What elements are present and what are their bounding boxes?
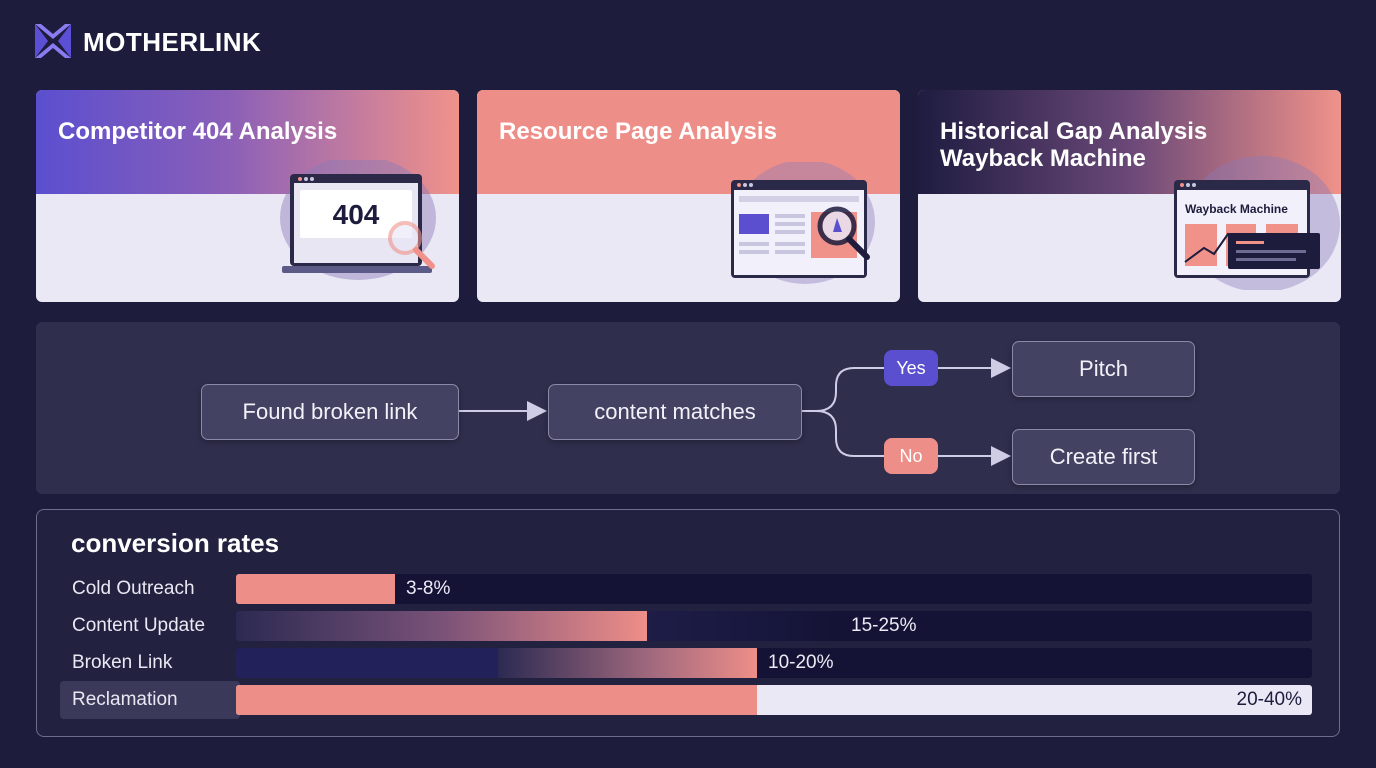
rate-bar-cold-outreach: 3-8% xyxy=(236,574,1312,604)
resource-page-search-icon xyxy=(731,162,875,284)
card-header xyxy=(477,90,900,194)
flow-yes-label: Yes xyxy=(884,350,938,386)
row-label-reclamation: Reclamation xyxy=(72,689,178,710)
flow-connectors xyxy=(458,358,1011,466)
wayback-machine-icon: Wayback Machine xyxy=(1174,156,1340,290)
rate-bar-fill xyxy=(498,648,757,678)
row-highlight xyxy=(60,681,240,719)
card-title: Resource Page Analysis xyxy=(499,118,777,145)
flow-node-create-first: Create first xyxy=(1012,429,1195,485)
row-label-content-update: Content Update xyxy=(72,615,206,636)
rate-value: 20-40% xyxy=(1236,689,1303,710)
rate-value: 10-20% xyxy=(768,652,834,673)
rate-bar-reclamation: 20-40% xyxy=(236,685,1312,715)
rate-bar-base xyxy=(236,648,498,678)
decision-flow-panel: Found broken link content matches Yes No… xyxy=(36,322,1340,494)
rate-bar-fill xyxy=(236,574,395,604)
card-title: Competitor 404 Analysis xyxy=(58,118,338,145)
row-label-broken-link: Broken Link xyxy=(72,652,173,673)
card-title: Historical Gap Analysis Wayback Machine xyxy=(940,118,1208,172)
conversion-title: conversion rates xyxy=(71,528,280,558)
rate-value: 3-8% xyxy=(406,578,451,599)
flow-node-content-matches: content matches xyxy=(548,384,802,440)
rate-bar-fill xyxy=(236,611,647,641)
card-competitor-404[interactable]: Competitor 404 Analysis 404 xyxy=(36,90,459,302)
rate-bar-content-update: 15-25% xyxy=(236,611,1312,641)
flow-no-label: No xyxy=(884,438,938,474)
card-resource-page[interactable]: Resource Page Analysis xyxy=(477,90,900,302)
rate-bar-broken-link: 10-20% xyxy=(236,648,1312,678)
conversion-rates-panel: conversion rates Cold Outreach 3-8% Cont… xyxy=(36,509,1340,737)
rate-bar-fade xyxy=(647,611,837,641)
flow-node-found-broken-link: Found broken link xyxy=(201,384,459,440)
motherlink-logo-icon xyxy=(35,24,71,58)
illustration-wayback-text: Wayback Machine xyxy=(1185,202,1288,216)
card-header xyxy=(918,90,1341,194)
brand-name: MOTHERLINK xyxy=(83,27,262,57)
row-label-cold-outreach: Cold Outreach xyxy=(72,578,195,599)
magnifier-404-icon: 404 xyxy=(280,160,436,280)
rate-bar-fill xyxy=(236,685,757,715)
flow-node-pitch: Pitch xyxy=(1012,341,1195,397)
card-historical-gap[interactable]: Historical Gap Analysis Wayback Machine … xyxy=(918,90,1341,302)
illustration-404-text: 404 xyxy=(333,199,380,230)
rate-value: 15-25% xyxy=(851,615,917,636)
